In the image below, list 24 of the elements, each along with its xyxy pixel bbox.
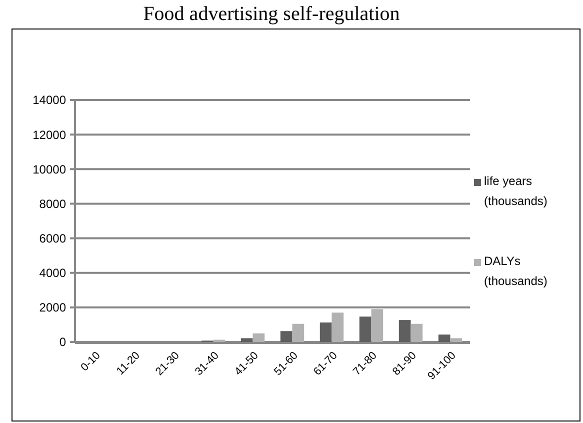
bar (410, 324, 423, 342)
chart-title: Food advertising self-regulation (143, 3, 400, 25)
legend-label: DALYs (thousands) (484, 254, 548, 288)
y-tick-label: 6000 (39, 231, 66, 246)
bar (280, 331, 292, 342)
y-tick-label: 4000 (39, 266, 66, 280)
bar (320, 322, 332, 342)
legend-label: life years (thousands) (484, 174, 548, 208)
bar (252, 333, 265, 342)
bar (240, 338, 253, 342)
bar (398, 320, 411, 342)
y-tick-label: 2000 (39, 300, 66, 315)
bar (450, 338, 462, 342)
y-tick-label: 10000 (32, 162, 66, 176)
bar (332, 312, 344, 342)
bar (371, 309, 384, 342)
y-tick-label: 14000 (32, 93, 66, 108)
bar (359, 316, 372, 342)
y-tick-label: 12000 (32, 128, 66, 142)
y-tick-label: 0 (59, 335, 66, 350)
bar (292, 324, 304, 342)
bar (438, 334, 450, 342)
x-tick-label: 0-10 (78, 350, 103, 374)
y-tick-label: 8000 (39, 196, 66, 211)
